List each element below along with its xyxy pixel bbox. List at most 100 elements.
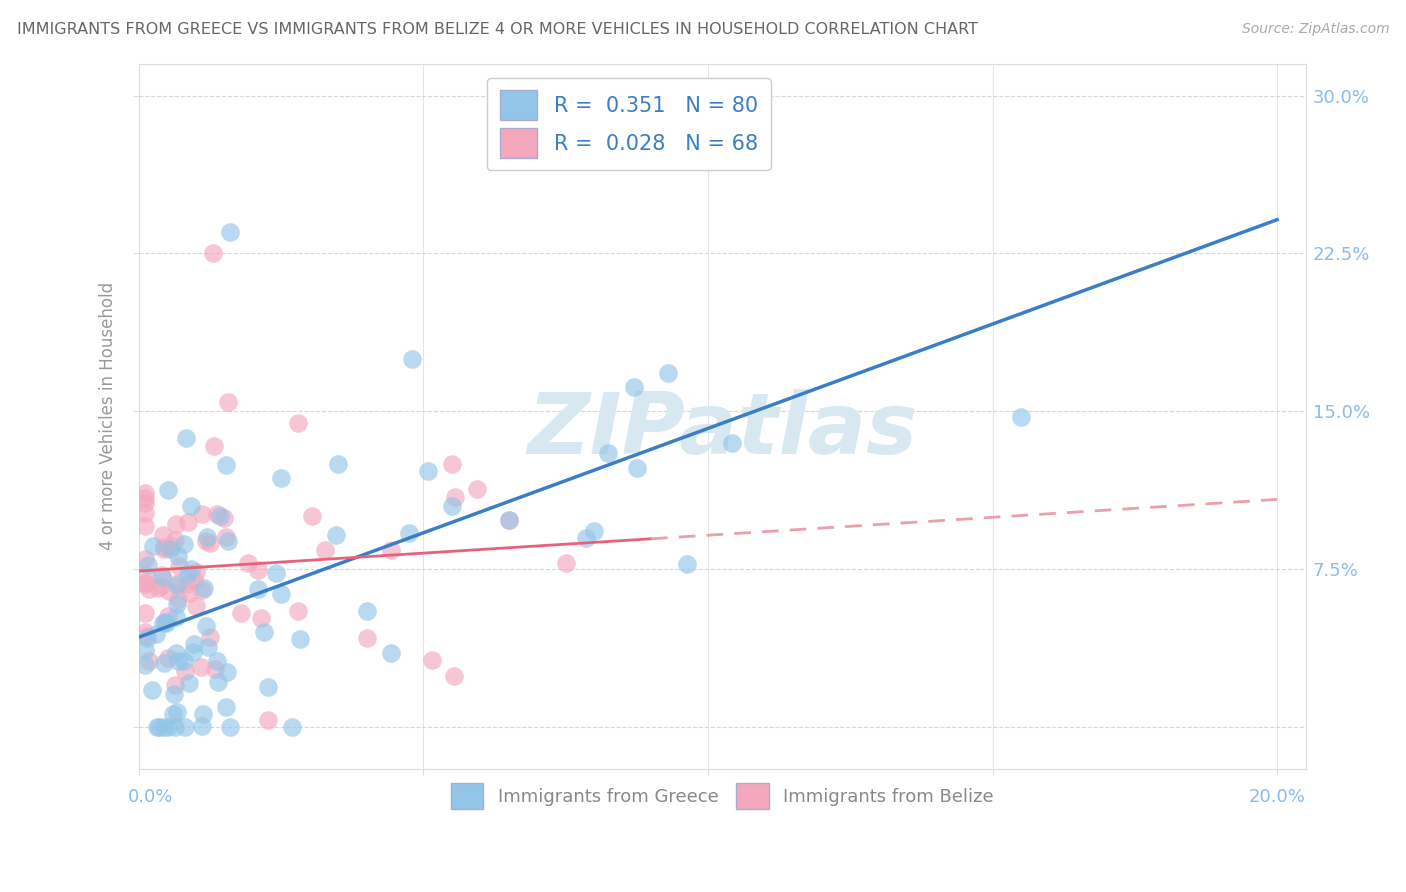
Point	[138, 654, 160, 668]
Point	[181, 645, 204, 659]
Point	[134, 606, 156, 620]
Point	[134, 625, 156, 640]
Point	[598, 445, 620, 459]
Point	[270, 587, 292, 601]
Point	[166, 591, 188, 606]
Point	[623, 380, 645, 394]
Point	[149, 579, 172, 593]
Point	[207, 507, 229, 521]
Point	[270, 471, 292, 485]
Point	[191, 719, 214, 733]
Point	[145, 627, 167, 641]
Point	[193, 706, 215, 721]
Point	[281, 720, 304, 734]
Text: IMMIGRANTS FROM GREECE VS IMMIGRANTS FROM BELIZE 4 OR MORE VEHICLES IN HOUSEHOLD: IMMIGRANTS FROM GREECE VS IMMIGRANTS FRO…	[17, 22, 977, 37]
Point	[150, 569, 173, 583]
Point	[146, 581, 169, 595]
Point	[231, 607, 253, 621]
Point	[398, 526, 420, 541]
Point	[583, 524, 606, 538]
Point	[498, 513, 520, 527]
Point	[179, 585, 201, 599]
Point	[657, 366, 679, 380]
Point	[134, 567, 156, 582]
Point	[145, 720, 167, 734]
Point	[176, 566, 198, 581]
Point	[325, 528, 347, 542]
Point	[212, 510, 235, 524]
Point	[180, 499, 202, 513]
Point	[165, 646, 187, 660]
Text: 0.0%: 0.0%	[128, 789, 173, 806]
Point	[247, 563, 270, 577]
Point	[166, 610, 188, 624]
Point	[153, 540, 176, 554]
Point	[554, 556, 576, 570]
Point	[356, 604, 378, 618]
Point	[155, 615, 177, 630]
Point	[183, 637, 205, 651]
Point	[134, 576, 156, 591]
Point	[163, 678, 186, 692]
Point	[626, 460, 648, 475]
Point	[134, 506, 156, 520]
Point	[134, 495, 156, 509]
Point	[160, 540, 183, 554]
Y-axis label: 4 or more Vehicles in Household: 4 or more Vehicles in Household	[100, 282, 117, 550]
Point	[138, 582, 160, 596]
Point	[1010, 410, 1032, 425]
Text: ZIPatlas: ZIPatlas	[527, 389, 917, 472]
Point	[209, 508, 232, 523]
Point	[184, 565, 207, 579]
Point	[191, 507, 214, 521]
Point	[197, 640, 219, 654]
Point	[176, 431, 198, 445]
Point	[200, 536, 222, 550]
Point	[152, 720, 174, 734]
Point	[177, 675, 200, 690]
Point	[150, 567, 173, 582]
Point	[575, 532, 598, 546]
Point	[157, 651, 180, 665]
Point	[148, 720, 170, 734]
Point	[443, 490, 465, 504]
Point	[173, 537, 195, 551]
Point	[165, 533, 187, 547]
Point	[166, 575, 188, 590]
Point	[301, 508, 323, 523]
Point	[326, 457, 349, 471]
Point	[440, 457, 463, 471]
Point	[498, 513, 520, 527]
Point	[721, 436, 744, 450]
Point	[136, 558, 159, 573]
Point	[166, 577, 188, 591]
Point	[250, 611, 273, 625]
Point	[136, 631, 159, 645]
Point	[207, 674, 229, 689]
Point	[159, 542, 181, 557]
Point	[135, 629, 157, 643]
Point	[198, 630, 221, 644]
Point	[174, 720, 197, 734]
Point	[401, 351, 423, 366]
Point	[186, 599, 208, 614]
Text: Source: ZipAtlas.com: Source: ZipAtlas.com	[1241, 22, 1389, 37]
Point	[153, 615, 176, 629]
Point	[134, 552, 156, 566]
Point	[215, 530, 238, 544]
Point	[167, 559, 190, 574]
Point	[217, 534, 239, 549]
Point	[152, 615, 174, 630]
Point	[215, 699, 238, 714]
Point	[176, 577, 198, 591]
Point	[167, 654, 190, 668]
Point	[193, 581, 215, 595]
Point	[238, 556, 260, 570]
Point	[195, 530, 218, 544]
Point	[440, 499, 463, 513]
Point	[191, 583, 214, 598]
Point	[204, 662, 226, 676]
Text: 20.0%: 20.0%	[1249, 789, 1306, 806]
Point	[183, 573, 205, 587]
Point	[134, 643, 156, 657]
